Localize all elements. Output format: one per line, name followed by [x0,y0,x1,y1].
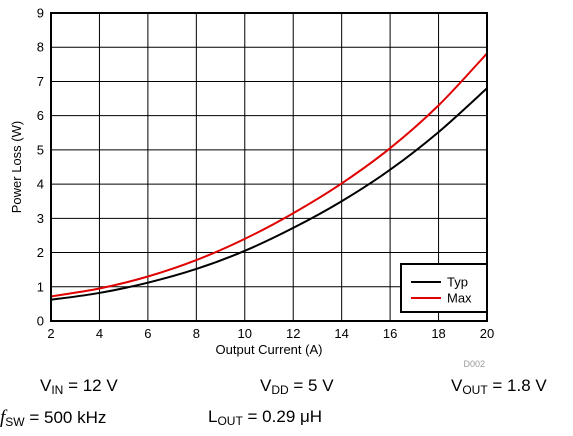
y-tick-label: 4 [37,177,44,192]
condition-vdd: VDD = 5 V [260,376,334,397]
condition-vout: VOUT = 1.8 V [451,376,547,397]
condition-lout: LOUT = 0.29 μH [208,407,322,428]
x-tick-label: 8 [193,326,200,341]
y-tick-label: 0 [37,314,44,329]
vdd-value: = 5 V [289,376,334,395]
legend-label-typ: Typ [447,275,468,290]
vin-symbol: V [40,376,51,395]
vout-value: = 1.8 V [488,376,547,395]
vdd-subscript: DD [271,383,288,397]
vin-value: = 12 V [63,376,117,395]
condition-fsw: fSW = 500 kHz [0,407,106,429]
x-tick-label: 10 [238,326,252,341]
y-tick-label: 3 [37,211,44,226]
series-max-line [51,53,487,296]
x-tick-label: 18 [431,326,445,341]
y-axis-label: Power Loss (W) [9,121,24,213]
x-axis-label: Output Current (A) [216,342,323,357]
vout-subscript: OUT [462,383,487,397]
lout-value: = 0.29 μH [243,407,322,426]
y-tick-label: 5 [37,142,44,157]
y-tick-label: 7 [37,74,44,89]
x-tick-label: 14 [334,326,348,341]
x-tick-label: 12 [286,326,300,341]
vin-subscript: IN [51,383,63,397]
legend-box [401,264,487,312]
x-tick-label: 20 [480,326,494,341]
series-curves [51,53,487,299]
fsw-subscript: SW [5,415,24,429]
x-tick-label: 2 [47,326,54,341]
lout-subscript: OUT [217,414,242,428]
condition-vin: VIN = 12 V [40,376,118,397]
x-tick-label: 16 [383,326,397,341]
x-tick-label: 4 [96,326,103,341]
x-tick-label: 6 [144,326,151,341]
y-tick-label: 2 [37,245,44,260]
legend-label-max: Max [447,291,472,306]
y-tick-label: 1 [37,279,44,294]
y-tick-label: 6 [37,108,44,123]
vout-symbol: V [451,376,462,395]
fsw-value: = 500 kHz [25,408,107,427]
y-tick-label: 8 [37,40,44,55]
vdd-symbol: V [260,376,271,395]
figure-id-watermark: D002 [463,359,485,369]
y-tick-label: 9 [37,6,44,21]
